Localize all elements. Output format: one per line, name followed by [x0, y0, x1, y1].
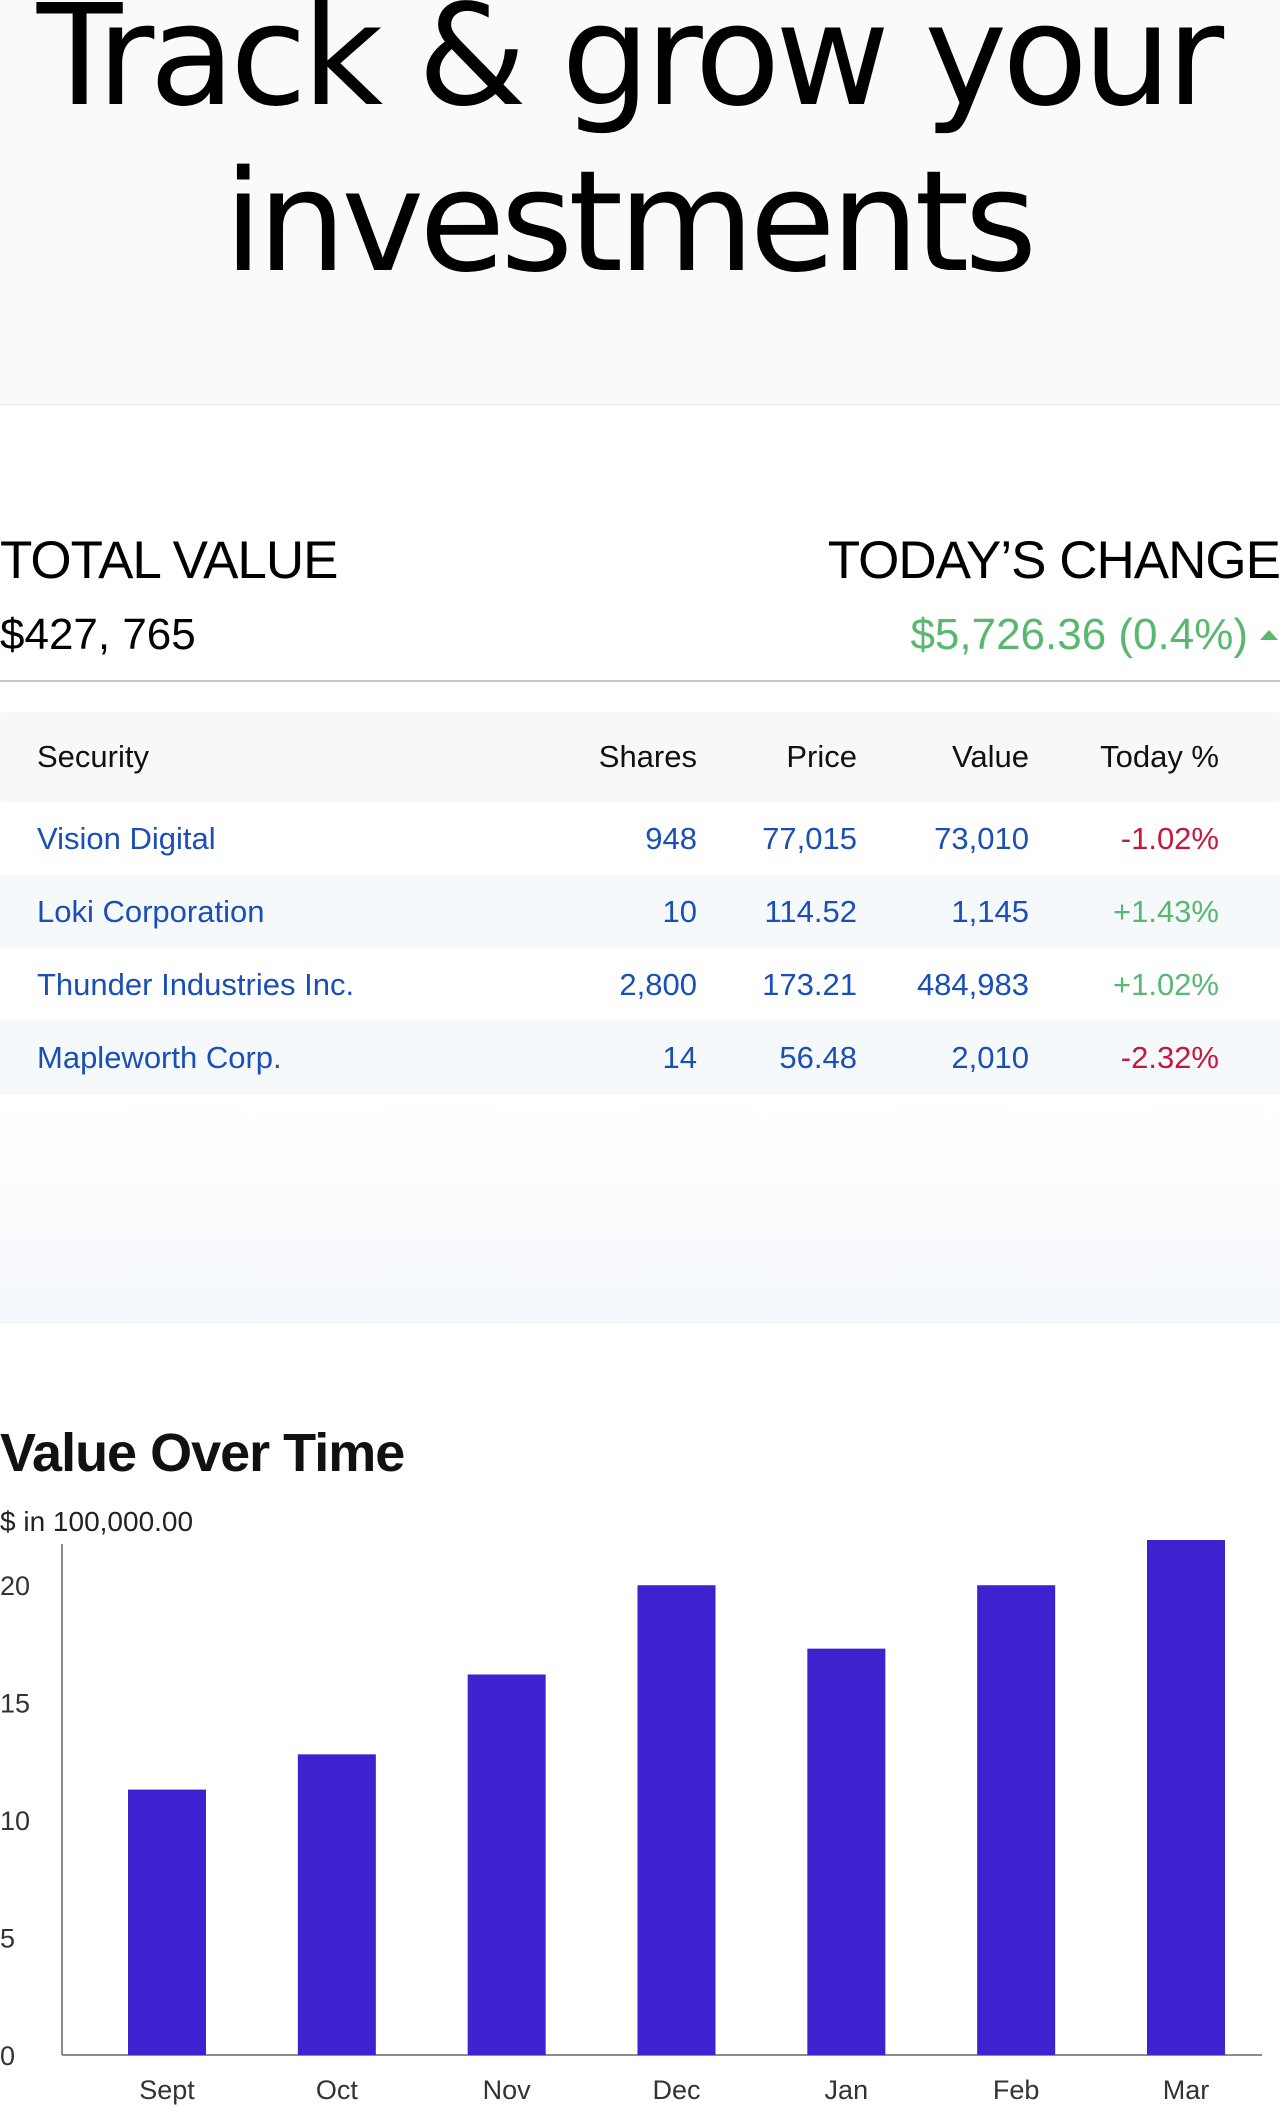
- x-category-label: Nov: [483, 2075, 532, 2105]
- bar-sept[interactable]: [128, 1789, 206, 2055]
- price-cell: 77,015: [762, 820, 857, 856]
- price-cell: 173.21: [762, 966, 857, 1002]
- caret-up-icon: [1260, 630, 1278, 640]
- total-value-amount: $427, 765: [0, 610, 196, 659]
- todays-change-text: $5,726.36 (0.4%): [910, 610, 1248, 659]
- y-tick-label: 5: [0, 1924, 15, 1954]
- table-row[interactable]: Mapleworth Corp. 14 56.48 2,010 -2.32%: [0, 1021, 1280, 1094]
- header-value[interactable]: Value: [952, 739, 1029, 774]
- section-separator-band: [0, 1105, 1280, 1323]
- value-cell: 1,145: [951, 893, 1029, 929]
- bar-jan[interactable]: [807, 1648, 886, 2055]
- y-tick-label: 15: [0, 1689, 30, 1719]
- x-category-label: Mar: [1163, 2075, 1210, 2105]
- chart-subtitle: $ in 100,000.00: [0, 1506, 194, 1537]
- security-link[interactable]: Loki Corporation: [37, 893, 265, 929]
- table-body: Vision Digital 948 77,015 73,010 -1.02% …: [0, 802, 1280, 1094]
- security-link[interactable]: Vision Digital: [37, 820, 216, 856]
- y-tick-label: 10: [0, 1806, 30, 1836]
- shares-cell: 948: [645, 820, 697, 856]
- bar-dec[interactable]: [637, 1585, 716, 2055]
- value-cell: 2,010: [951, 1039, 1029, 1075]
- bar-feb[interactable]: [977, 1585, 1056, 2055]
- holdings-table: Security Shares Price Value Today % Visi…: [0, 712, 1280, 1094]
- security-link[interactable]: Thunder Industries Inc.: [37, 966, 355, 1002]
- shares-cell: 2,800: [619, 966, 697, 1002]
- table-header: Security Shares Price Value Today %: [0, 712, 1280, 802]
- table-row[interactable]: Thunder Industries Inc. 2,800 173.21 484…: [0, 948, 1280, 1021]
- header-security[interactable]: Security: [37, 739, 149, 774]
- chart-title: Value Over Time: [0, 1423, 405, 1483]
- hero-title-line2: investments: [223, 141, 1038, 304]
- y-tick-label: 20: [0, 1571, 30, 1601]
- value-cell: 73,010: [934, 820, 1029, 856]
- hero-section: Track & grow your investments: [0, 0, 1280, 405]
- bar-mar[interactable]: [1147, 1540, 1225, 2055]
- todays-change-amount: $5,726.36 (0.4%): [910, 610, 1280, 660]
- table-row[interactable]: Loki Corporation 10 114.52 1,145 +1.43%: [0, 875, 1280, 948]
- summary-divider: [0, 680, 1280, 682]
- shares-cell: 14: [662, 1039, 697, 1075]
- bar-oct[interactable]: [297, 1754, 376, 2055]
- today-percent-cell: -2.32%: [1120, 1039, 1219, 1075]
- value-over-time-chart: 0 5 10 15 20 Sept Oct Nov Dec Jan Feb Mar: [0, 1540, 1262, 2105]
- today-percent-cell: +1.43%: [1112, 893, 1219, 929]
- price-cell: 114.52: [764, 893, 857, 929]
- todays-change-label: TODAY’S CHANGE: [827, 531, 1280, 590]
- x-category-label: Oct: [316, 2075, 359, 2105]
- x-category-label: Sept: [139, 2075, 195, 2105]
- y-tick-label: 0: [0, 2041, 15, 2071]
- x-category-label: Dec: [652, 2075, 700, 2105]
- table-row[interactable]: Vision Digital 948 77,015 73,010 -1.02%: [0, 802, 1280, 875]
- today-percent-cell: -1.02%: [1120, 820, 1219, 856]
- header-shares[interactable]: Shares: [598, 739, 697, 774]
- shares-cell: 10: [662, 893, 697, 929]
- header-price[interactable]: Price: [786, 739, 857, 774]
- value-cell: 484,983: [916, 966, 1029, 1002]
- x-category-label: Feb: [993, 2075, 1040, 2105]
- total-value-label: TOTAL VALUE: [0, 531, 339, 590]
- hero-title: Track & grow your investments: [0, 0, 1280, 306]
- header-today-percent[interactable]: Today %: [1100, 739, 1219, 774]
- bar-nov[interactable]: [467, 1674, 546, 2055]
- today-percent-cell: +1.02%: [1112, 966, 1219, 1002]
- x-category-label: Jan: [825, 2075, 869, 2105]
- price-cell: 56.48: [779, 1039, 857, 1075]
- hero-title-line1: Track & grow your: [36, 0, 1224, 138]
- security-link[interactable]: Mapleworth Corp.: [37, 1039, 282, 1075]
